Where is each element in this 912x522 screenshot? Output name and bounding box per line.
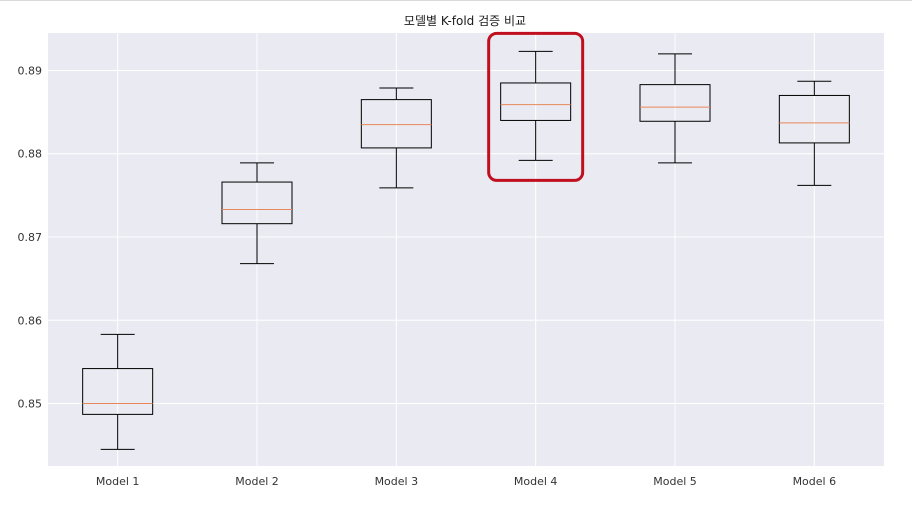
x-tick-label: Model 1 xyxy=(96,475,140,488)
x-tick-label: Model 2 xyxy=(235,475,279,488)
x-tick-label: Model 4 xyxy=(514,475,558,488)
iqr-box xyxy=(360,99,432,149)
box-5 xyxy=(639,53,711,164)
y-tick-label: 0.89 xyxy=(18,64,43,77)
box-2 xyxy=(221,162,293,265)
y-tick-label: 0.86 xyxy=(18,314,43,327)
iqr-box xyxy=(639,84,711,122)
y-tick-label: 0.88 xyxy=(18,148,43,161)
x-tick-label: Model 5 xyxy=(653,475,697,488)
iqr-box xyxy=(500,82,572,121)
box-4 xyxy=(500,50,572,161)
iqr-box xyxy=(778,94,850,144)
highlight-box xyxy=(487,31,585,182)
iqr-box xyxy=(82,368,154,415)
x-tick-label: Model 6 xyxy=(793,475,837,488)
y-tick-label: 0.87 xyxy=(18,231,43,244)
x-tick-label: Model 3 xyxy=(375,475,419,488)
y-tick-label: 0.85 xyxy=(18,398,43,411)
box-3 xyxy=(360,87,432,189)
box-1 xyxy=(82,333,154,450)
box-6 xyxy=(778,80,850,186)
iqr-box xyxy=(221,181,293,225)
plot-area xyxy=(48,33,884,466)
chart-title: 모델별 K-fold 검증 비교 xyxy=(404,14,526,28)
